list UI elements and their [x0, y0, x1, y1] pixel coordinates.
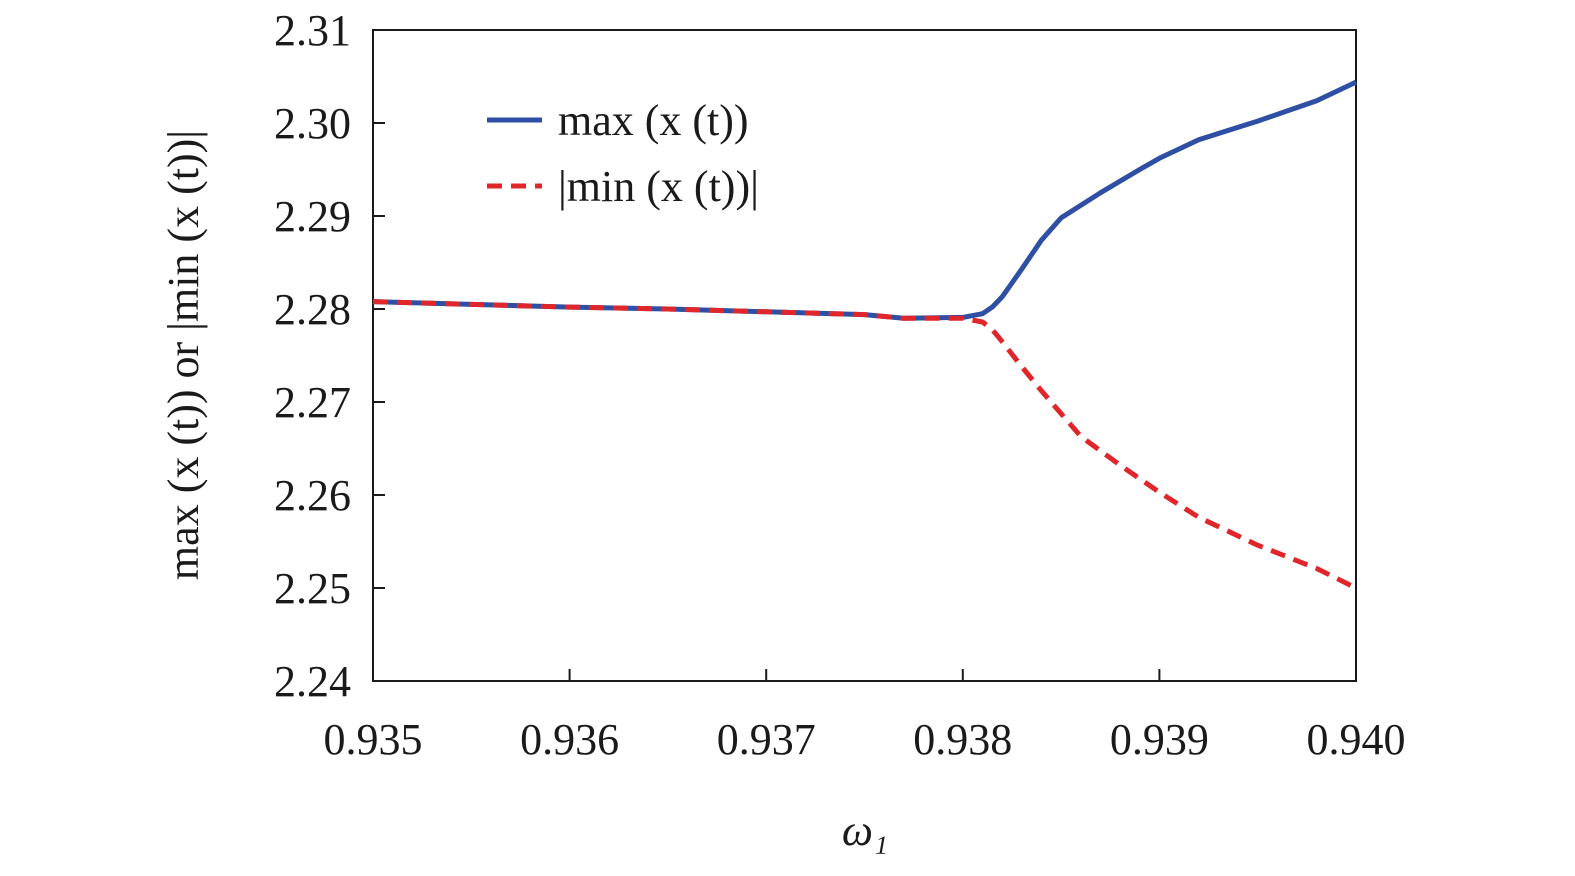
y-tick-label: 2.31: [274, 6, 351, 55]
y-tick-label: 2.29: [274, 192, 351, 241]
y-tick-label: 2.26: [274, 471, 351, 520]
legend: max (x (t)) |min (x (t))|: [487, 96, 759, 211]
series-group: [372, 79, 1358, 591]
y-tick-label: 2.25: [274, 564, 351, 613]
y-tick-label: 2.27: [274, 378, 351, 427]
y-tick-label: 2.28: [274, 285, 351, 334]
legend-label-min: |min (x (t))|: [558, 162, 759, 211]
y-tick-label: 2.24: [274, 657, 351, 706]
x-tick-label: 0.940: [1307, 715, 1406, 764]
y-axis-label: max (x (t)) or |min (x (t))|: [159, 130, 208, 580]
x-tick-label: 0.937: [717, 715, 816, 764]
legend-label-max: max (x (t)): [558, 96, 749, 145]
series-line-min: [372, 299, 1358, 591]
x-tick-label: 0.935: [324, 715, 423, 764]
series-line-max: [372, 79, 1358, 321]
plot-frame: [372, 29, 1357, 682]
plot-area: 0.935 0.936 0.937 0.938 0.939 0.940 2.24 2.25 2.…: [274, 6, 1406, 764]
y-tick-label: 2.30: [274, 99, 351, 148]
x-tick-label: 0.938: [913, 715, 1012, 764]
x-tick-label: 0.936: [520, 715, 619, 764]
x-tick-label: 0.939: [1110, 715, 1209, 764]
x-axis-label: ω₁: [842, 806, 888, 855]
